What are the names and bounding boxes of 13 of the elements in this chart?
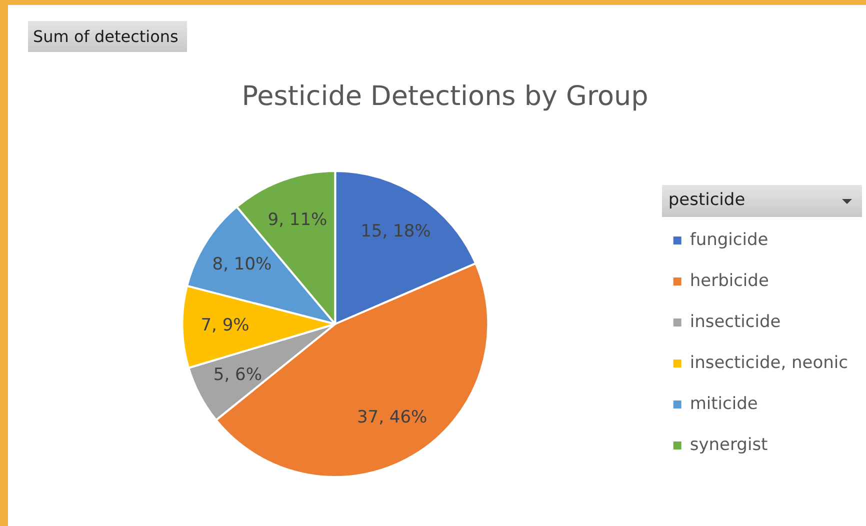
data-label: 8, 10% [212, 254, 272, 275]
legend-label: synergist [690, 434, 768, 455]
chart-title: Pesticide Detections by Group [242, 80, 648, 114]
data-label: 9, 11% [268, 210, 328, 230]
data-label: 5, 6% [213, 364, 262, 385]
legend-label: fungicide [690, 230, 768, 250]
data-label: 37, 46% [356, 408, 428, 428]
legend-label: herbicide [690, 270, 769, 291]
legend-label: miticide [690, 394, 758, 414]
legend-label: insecticide [690, 312, 781, 332]
data-label: 15, 18% [360, 221, 431, 242]
legend-label: insecticide, neonic [690, 352, 848, 373]
data-label: 7, 9% [200, 316, 250, 336]
